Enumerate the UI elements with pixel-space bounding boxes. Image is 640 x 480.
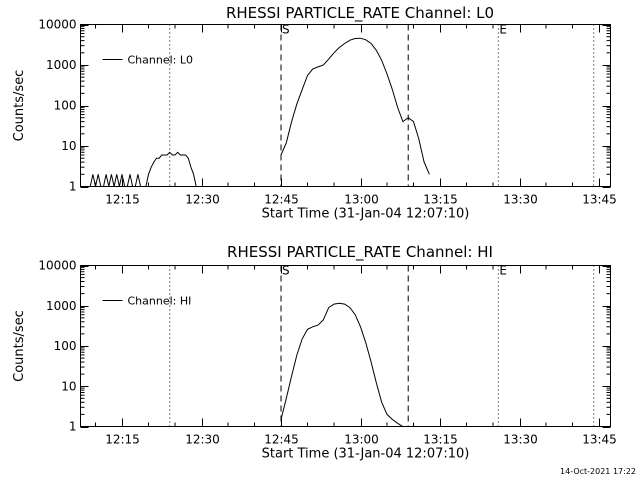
y-axis-label: Counts/sec [12, 70, 27, 142]
x-tick-label: 13:45 [582, 193, 617, 207]
y-tick-label: 10000 [38, 259, 76, 273]
y-tick-label: 100 [54, 339, 77, 353]
x-tick-label: 12:15 [105, 433, 140, 447]
y-tick-label: 100 [54, 99, 77, 113]
y-axis: 1 10 100 1000 10000 [38, 18, 611, 194]
event-lines [169, 24, 595, 187]
series-line [280, 302, 409, 427]
x-tick-label: 13:00 [344, 193, 379, 207]
y-tick-label: 10 [61, 139, 76, 153]
x-tick-label: 13:15 [423, 193, 458, 207]
y-axis-label: Counts/sec [12, 310, 27, 382]
y-tick-label: 10000 [38, 18, 76, 32]
timestamp-stamp: 14-Oct-2021 17:22 [560, 467, 636, 476]
x-axis: 12:15 12:30 12:45 13:00 13:15 13:30 13:45 [95, 265, 617, 447]
series-line [280, 37, 430, 175]
x-tick-label: 12:45 [264, 193, 299, 207]
plot-frame [80, 24, 611, 187]
y-tick-label: 1 [69, 180, 77, 194]
end-marker-label: E [499, 23, 507, 37]
y-tick-label: 10 [61, 379, 76, 393]
x-tick-label: 13:15 [423, 433, 458, 447]
start-marker-label: S [282, 264, 290, 278]
x-tick-label: 13:45 [582, 433, 617, 447]
x-tick-label: 12:15 [105, 193, 140, 207]
y-axis: 1 10 100 1000 10000 [38, 259, 611, 434]
plot-frame [80, 265, 611, 427]
x-axis-label: Start Time (31-Jan-04 12:07:10) [262, 207, 470, 222]
x-tick-label: 13:00 [344, 433, 379, 447]
y-tick-label: 1 [69, 420, 77, 434]
chart-title: RHESSI PARTICLE_RATE Channel: L0 [226, 4, 494, 23]
panel-l0: RHESSI PARTICLE_RATE Channel: L0 1101001… [12, 4, 617, 222]
x-axis: 12:15 12:30 12:45 13:00 13:15 13:30 13:45 [95, 24, 617, 207]
legend-label: Channel: HI [128, 295, 192, 308]
x-axis-label: Start Time (31-Jan-04 12:07:10) [262, 447, 470, 462]
series-lines [280, 302, 409, 427]
y-tick-label: 1000 [46, 58, 77, 72]
panel-hi: RHESSI PARTICLE_RATE Channel: HI 1101001… [12, 243, 617, 462]
series-line [89, 151, 197, 187]
x-tick-label: 13:30 [503, 433, 538, 447]
x-tick-label: 12:30 [185, 433, 220, 447]
x-tick-label: 12:45 [264, 433, 299, 447]
chart-title: RHESSI PARTICLE_RATE Channel: HI [227, 243, 493, 262]
start-marker-label: S [282, 23, 290, 37]
series-lines [89, 37, 430, 187]
event-lines [169, 265, 595, 427]
x-tick-label: 13:30 [503, 193, 538, 207]
end-marker-label: E [499, 264, 507, 278]
x-tick-label: 12:30 [185, 193, 220, 207]
legend-label: Channel: L0 [128, 54, 194, 67]
y-tick-label: 1000 [46, 299, 77, 313]
